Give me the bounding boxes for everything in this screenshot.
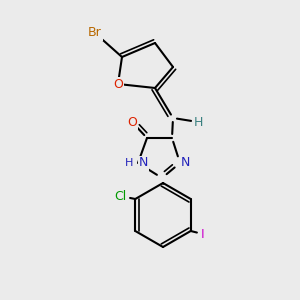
Text: N: N [139,157,148,169]
Text: Br: Br [88,26,102,40]
Text: H: H [193,116,203,128]
Text: H: H [124,158,133,168]
Text: I: I [201,227,205,241]
Text: O: O [113,77,123,91]
Text: Cl: Cl [114,190,126,202]
Text: N: N [181,157,190,169]
Text: O: O [127,116,137,128]
